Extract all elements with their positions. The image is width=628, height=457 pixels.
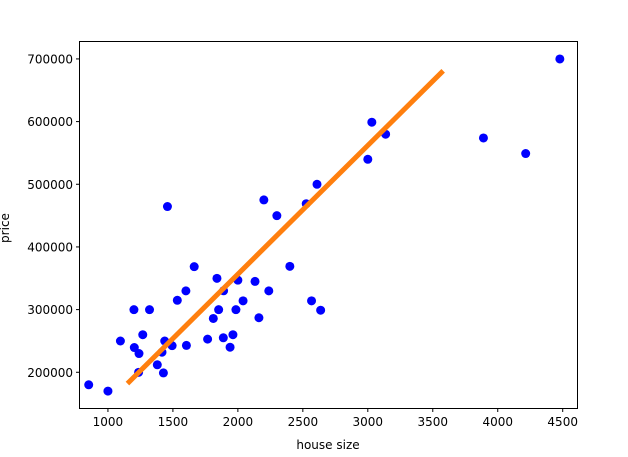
- data-point: [181, 340, 191, 350]
- data-point: [316, 305, 326, 315]
- data-point: [129, 305, 139, 315]
- x-tick-label: 1500: [158, 415, 189, 429]
- y-axis-label: price: [0, 213, 12, 243]
- data-point: [231, 305, 241, 315]
- data-point: [238, 296, 248, 306]
- fit-line: [125, 69, 445, 386]
- y-tick-label: 300000: [27, 303, 73, 317]
- data-point: [152, 360, 162, 370]
- y-tick-label: 400000: [27, 240, 73, 254]
- data-point: [272, 211, 282, 221]
- y-tick-label: 200000: [27, 366, 73, 380]
- data-point: [264, 286, 274, 296]
- x-tick-label: 2000: [223, 415, 254, 429]
- data-point: [250, 276, 260, 286]
- x-tick-label: 1000: [93, 415, 124, 429]
- data-point: [218, 333, 228, 343]
- y-tick-label: 600000: [27, 115, 73, 129]
- x-tick-label: 4000: [482, 415, 513, 429]
- x-axis: 1000 1500 2000 2500 3000 3500 4000 4500: [93, 408, 578, 429]
- x-tick-label: 3000: [353, 415, 384, 429]
- data-point: [162, 202, 172, 212]
- data-point: [212, 273, 222, 283]
- data-point: [225, 342, 235, 352]
- data-point: [172, 295, 182, 305]
- data-point: [312, 179, 322, 189]
- x-tick-label: 2500: [288, 415, 319, 429]
- data-point: [367, 117, 377, 127]
- fit-line-group: [125, 69, 445, 386]
- data-point: [103, 386, 113, 396]
- x-tick-label: 4500: [547, 415, 578, 429]
- data-point: [208, 313, 218, 323]
- data-point: [228, 330, 238, 340]
- data-point: [555, 54, 565, 64]
- data-point: [259, 195, 269, 205]
- data-point: [214, 305, 224, 315]
- data-point: [138, 330, 148, 340]
- y-axis: 200000 300000 400000 500000 600000 700000: [27, 52, 80, 380]
- data-point: [158, 368, 168, 378]
- data-point: [115, 336, 125, 346]
- y-tick-label: 500000: [27, 178, 73, 192]
- data-point: [521, 149, 531, 159]
- plot-frame: [79, 41, 578, 409]
- data-point: [363, 154, 373, 164]
- data-point: [478, 133, 488, 143]
- data-point: [181, 286, 191, 296]
- x-axis-label: house size: [296, 438, 359, 452]
- data-point: [203, 334, 213, 344]
- data-point: [84, 380, 94, 390]
- data-point: [307, 296, 317, 306]
- x-tick-label: 3500: [417, 415, 448, 429]
- data-point: [285, 261, 295, 271]
- y-tick-label: 700000: [27, 52, 73, 66]
- data-point: [145, 305, 155, 315]
- data-point: [189, 262, 199, 272]
- data-point: [254, 313, 264, 323]
- data-point: [134, 349, 144, 359]
